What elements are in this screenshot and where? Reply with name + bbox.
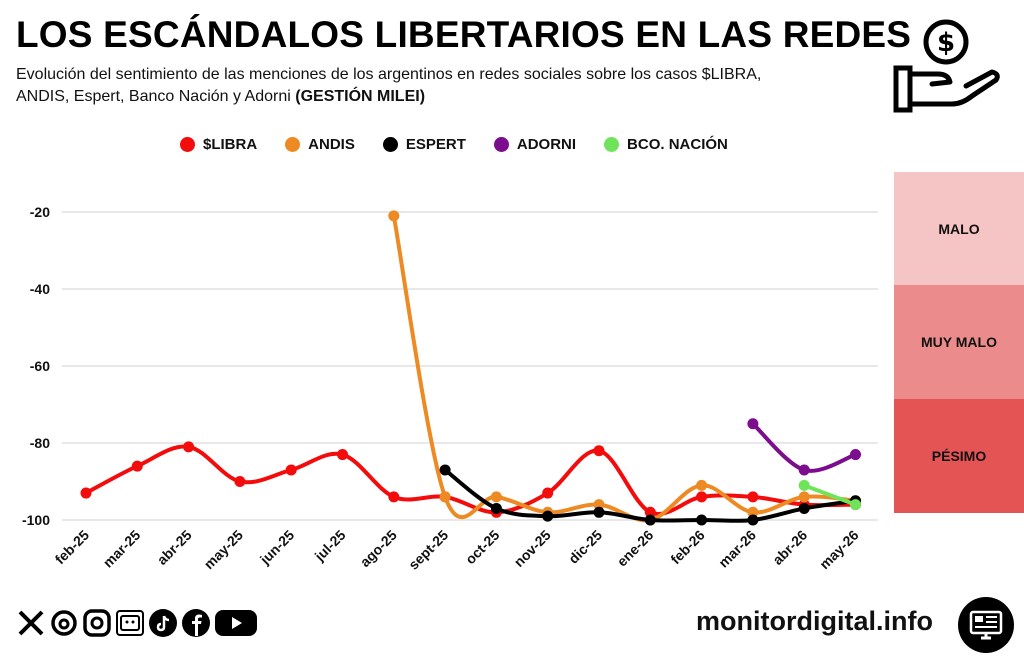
legend-label: ANDIS [308,136,355,153]
y-tick-label: -60 [30,358,50,374]
data-point-libra [131,460,143,472]
x-tick-label: abr-26 [769,527,810,568]
series-line-andis [391,213,858,523]
legend-swatch [604,137,620,152]
legend-label: ESPERT [405,136,466,153]
subtitle-line-2: ANDIS, Espert, Banco Nación y Adorni [16,88,296,105]
x-tick-label: abr-25 [154,527,195,568]
youtube-icon[interactable] [214,608,258,638]
x-tick-label: nov-25 [511,527,554,570]
x-tick-label: may-25 [201,527,247,573]
zone-label: MALO [938,220,980,237]
series-line-libra [84,444,858,516]
data-point-libra [80,487,92,499]
data-point-espert [593,506,605,518]
x-tick-label: mar-25 [100,527,144,571]
data-point-andis [439,491,451,503]
data-point-espert [696,514,708,526]
data-point-andis [593,499,605,511]
zone-muy-malo: MUY MALO [894,285,1024,399]
data-point-espert [542,510,554,522]
page-title: LOS ESCÁNDALOS LIBERTARIOS EN LAS REDES [16,14,912,55]
x-tick-label: ago-25 [357,527,400,570]
data-point-espert [490,502,502,514]
x-tick-label: oct-25 [462,527,503,568]
zone-malo: MALO [894,172,1024,285]
data-point-libra [593,445,605,457]
svg-text:$: $ [937,28,955,58]
legend-swatch [180,137,195,152]
data-point-andis [798,491,810,503]
data-point-libra [337,449,348,461]
subtitle-emphasis: (GESTIÓN MILEI) [295,88,426,105]
zone-label: MUY MALO [921,334,997,350]
legend-swatch [285,137,301,152]
data-point-andis [747,506,759,518]
legend-item-bco-nacion: BCO. NACIÓN [604,136,728,153]
subtitle-line-1: Evolución del sentimiento de las mencion… [16,66,762,83]
legend-item-andis: ANDIS [285,136,355,153]
legend-label: $LIBRA [203,136,258,153]
data-point-adorni [850,449,861,461]
zone-label: PÉSIMO [931,448,987,464]
monitor-logo-icon [958,597,1014,653]
x-tick-label: may-26 [816,527,862,573]
y-tick-label: -40 [30,281,50,297]
data-point-andis [696,479,708,491]
tv-icon[interactable] [115,608,145,638]
y-tick-label: -20 [30,204,50,220]
page-subtitle: Evolución del sentimiento de las mencion… [16,64,876,108]
legend-item-libra: $LIBRA [180,136,257,153]
data-point-adorni [798,464,810,476]
facebook-icon[interactable] [181,608,211,638]
zone-pesimo: PÉSIMO [894,399,1024,513]
threads-icon[interactable] [49,608,79,638]
data-point-libra [644,506,656,518]
hand-coin-icon: $ [893,19,1000,113]
x-tick-label: ene-26 [614,527,657,570]
x-tick-label: jul-25 [311,527,349,565]
data-point-andis [388,210,400,222]
data-point-libra [696,491,708,503]
data-point-bco-naci-n [798,479,810,491]
data-point-adorni [747,418,759,430]
x-tick-label: sept-25 [405,527,451,573]
x-tick-label: feb-26 [667,527,708,568]
data-point-espert [747,514,759,526]
x-tick-label: feb-25 [52,527,93,568]
y-tick-label: -80 [30,435,50,451]
site-brand[interactable]: monitordigital.info [696,606,933,636]
chart-legend: $LIBRA ANDIS ESPERT ADORNI BCO. NACIÓN [180,136,728,153]
legend-item-espert: ESPERT [382,136,466,153]
data-point-andis [490,491,502,503]
data-point-espert [439,464,451,476]
legend-label: BCO. NACIÓN [627,136,728,153]
data-point-libra [234,476,246,487]
legend-label: ADORNI [516,136,577,153]
data-point-espert [798,502,810,514]
x-icon[interactable] [16,608,46,638]
instagram-icon[interactable] [82,608,112,638]
x-tick-label: jun-25 [256,527,297,568]
data-point-libra [388,491,400,503]
data-point-libra [183,441,195,453]
x-tick-label: mar-26 [715,527,759,571]
y-tick-label: -100 [22,512,50,528]
data-point-libra [747,491,759,503]
legend-swatch [493,137,509,152]
legend-item-adorni: ADORNI [493,136,577,153]
data-point-libra [285,464,297,476]
tiktok-icon[interactable] [148,608,178,638]
legend-swatch [382,137,398,152]
data-point-bco-naci-n [850,499,861,511]
x-tick-label: dic-25 [565,527,605,567]
social-icons [16,608,258,638]
data-point-libra [542,487,554,499]
series-line-adorni [750,421,858,473]
data-point-espert [644,514,656,526]
